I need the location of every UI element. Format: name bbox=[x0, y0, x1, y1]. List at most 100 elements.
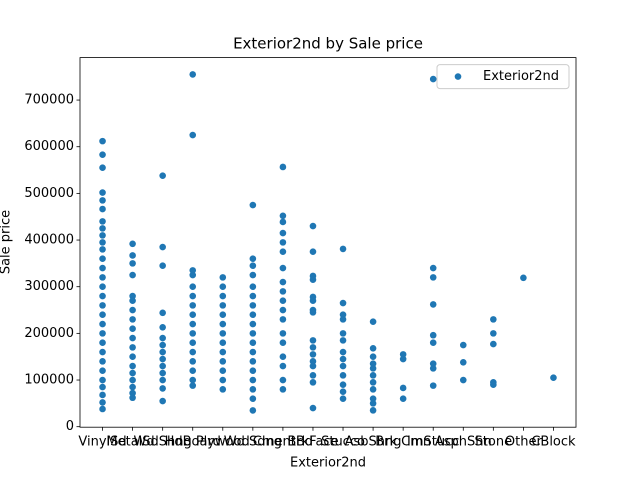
point bbox=[99, 391, 106, 399]
point bbox=[129, 325, 136, 332]
point bbox=[429, 382, 437, 389]
point bbox=[459, 376, 467, 384]
point bbox=[189, 376, 197, 384]
x-tick-label: AsphShn bbox=[435, 435, 492, 450]
point bbox=[159, 362, 166, 370]
point bbox=[219, 339, 227, 346]
y-tick-label: 400000 bbox=[24, 233, 74, 248]
point bbox=[99, 218, 106, 225]
point bbox=[279, 376, 287, 384]
point bbox=[279, 353, 287, 360]
point bbox=[189, 367, 197, 374]
point bbox=[399, 351, 407, 358]
point bbox=[219, 376, 227, 384]
point bbox=[189, 267, 197, 274]
point bbox=[550, 374, 557, 381]
x-tick-label: HdBoard bbox=[165, 435, 221, 450]
point bbox=[309, 309, 317, 316]
point bbox=[279, 163, 287, 171]
point bbox=[279, 386, 287, 393]
point bbox=[219, 348, 227, 356]
point bbox=[159, 323, 166, 331]
point bbox=[279, 306, 287, 314]
point bbox=[279, 212, 287, 220]
point bbox=[159, 341, 166, 349]
point bbox=[249, 367, 257, 374]
point bbox=[429, 360, 437, 367]
point bbox=[279, 362, 287, 370]
point bbox=[129, 271, 136, 279]
point bbox=[189, 271, 197, 279]
point bbox=[490, 316, 497, 323]
point bbox=[129, 353, 136, 360]
point bbox=[309, 358, 317, 365]
point bbox=[369, 353, 377, 360]
point bbox=[429, 339, 437, 346]
point bbox=[159, 369, 166, 377]
point bbox=[189, 131, 197, 139]
point bbox=[189, 320, 197, 328]
point bbox=[129, 240, 136, 248]
point bbox=[249, 376, 257, 384]
point bbox=[99, 405, 106, 413]
point bbox=[369, 386, 377, 393]
point bbox=[99, 311, 106, 319]
point bbox=[99, 302, 106, 309]
point bbox=[99, 205, 106, 213]
point bbox=[249, 302, 257, 309]
point bbox=[309, 248, 317, 256]
point bbox=[369, 395, 377, 402]
point bbox=[249, 386, 257, 393]
point bbox=[99, 383, 106, 391]
point bbox=[429, 365, 437, 372]
point bbox=[249, 311, 257, 319]
point bbox=[309, 344, 317, 351]
point bbox=[99, 339, 106, 346]
point bbox=[249, 201, 257, 209]
point bbox=[159, 385, 166, 392]
point bbox=[129, 362, 136, 370]
point bbox=[129, 334, 136, 342]
point bbox=[490, 381, 497, 388]
chart-title: Exterior2nd by Sale price bbox=[233, 35, 423, 53]
point bbox=[219, 358, 227, 365]
point bbox=[99, 164, 106, 172]
point bbox=[99, 151, 106, 158]
point bbox=[339, 348, 347, 356]
point bbox=[279, 339, 287, 346]
point bbox=[339, 372, 347, 379]
point bbox=[309, 379, 317, 386]
point bbox=[249, 262, 257, 270]
point bbox=[339, 337, 347, 344]
y-tick-label: 200000 bbox=[24, 326, 74, 341]
point bbox=[490, 330, 497, 337]
point bbox=[99, 348, 106, 356]
x-tick-label: CBlock bbox=[531, 435, 576, 450]
point bbox=[399, 395, 407, 402]
point bbox=[279, 297, 287, 305]
point bbox=[129, 297, 136, 305]
point bbox=[339, 355, 347, 363]
point bbox=[459, 341, 467, 349]
point bbox=[309, 404, 317, 412]
point bbox=[399, 384, 407, 392]
point bbox=[490, 340, 497, 348]
y-tick-label: 600000 bbox=[24, 139, 74, 154]
point bbox=[520, 274, 527, 282]
point bbox=[219, 367, 227, 374]
point bbox=[129, 389, 136, 397]
point bbox=[189, 382, 197, 389]
point bbox=[249, 330, 257, 337]
x-tick-label: VinylSd bbox=[78, 435, 126, 450]
point bbox=[129, 383, 136, 391]
point bbox=[189, 339, 197, 346]
x-tick-label: Brk Cmn bbox=[375, 435, 431, 450]
point bbox=[159, 172, 166, 179]
point bbox=[459, 358, 467, 366]
point bbox=[339, 388, 347, 395]
x-tick-label: Wd Shng bbox=[134, 435, 192, 450]
point bbox=[129, 394, 136, 402]
point bbox=[99, 320, 106, 328]
point bbox=[129, 252, 136, 259]
